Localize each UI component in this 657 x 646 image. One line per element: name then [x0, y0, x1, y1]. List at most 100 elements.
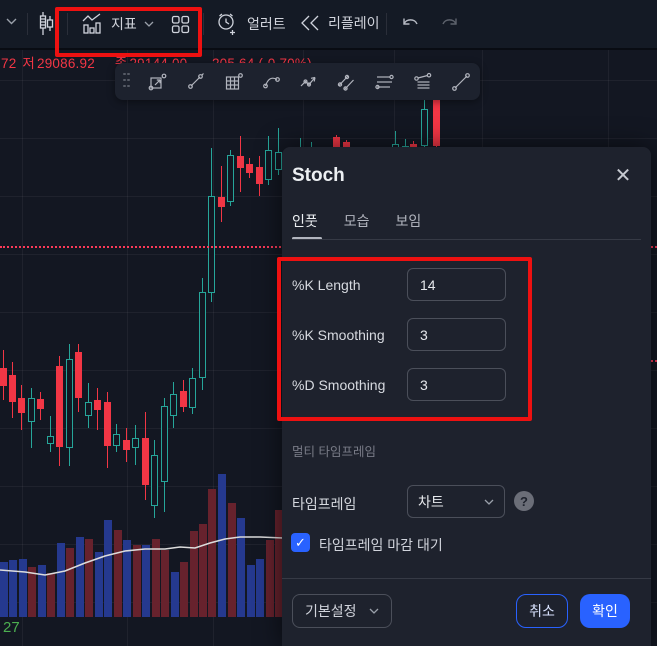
timeframe-value: 차트	[418, 493, 444, 510]
fib-grid-tool-button[interactable]	[215, 63, 253, 100]
info-line-tool-button[interactable]	[177, 63, 215, 100]
dotted-line-fragment	[648, 360, 657, 362]
arc-tool-button[interactable]	[253, 63, 291, 100]
candle-body	[28, 398, 35, 422]
divider	[386, 13, 387, 35]
timeframe-label: 타임프레임	[292, 496, 357, 512]
candle-wick	[221, 166, 222, 222]
volume-bar	[95, 552, 103, 617]
trend-line-tool-button[interactable]	[442, 63, 480, 100]
indicators-button[interactable]: 지표	[80, 12, 154, 36]
candle-body	[180, 391, 187, 407]
short-trend-line-icon	[187, 72, 204, 89]
close-icon[interactable]: ✕	[614, 165, 632, 187]
volume-bar	[161, 550, 169, 617]
candle-body	[151, 455, 158, 506]
k-smoothing-label: %K Smoothing	[292, 327, 385, 343]
pitchfan-tool-button[interactable]	[404, 63, 442, 100]
grid-line-v	[213, 50, 214, 646]
candle-body	[66, 359, 73, 448]
volume-bar	[256, 559, 264, 617]
volume-bar	[247, 565, 255, 617]
candle-body	[123, 440, 130, 450]
volume-bar	[133, 545, 141, 617]
chart-type-candles-button[interactable]	[34, 11, 58, 37]
candle-body	[161, 406, 168, 482]
volume-bar	[9, 560, 17, 617]
candle-body	[113, 434, 120, 446]
volume-bar	[123, 540, 131, 617]
d-smoothing-label: %D Smoothing	[292, 377, 386, 393]
candle-body	[237, 156, 244, 168]
mtf-section-label: 멀티 타임프레임	[292, 445, 376, 459]
redo-icon	[442, 18, 457, 25]
candle-body	[218, 197, 225, 207]
alert-button[interactable]: 얼러트	[214, 11, 286, 37]
cancel-button[interactable]: 취소	[516, 594, 568, 628]
k-length-input[interactable]	[407, 268, 506, 301]
candle-body	[56, 366, 63, 447]
defaults-label: 기본설정	[305, 603, 357, 619]
candle-body	[37, 399, 44, 409]
horizontal-lines-icon	[375, 74, 394, 89]
candle-body	[9, 375, 16, 402]
candle-body	[18, 398, 25, 413]
indicator-templates-button[interactable]	[170, 14, 191, 35]
k-smoothing-input[interactable]	[407, 318, 506, 351]
parallel-lines-icon	[338, 74, 355, 91]
confirm-button[interactable]: 확인	[580, 594, 630, 628]
candle-body	[421, 109, 428, 146]
wait-for-close-checkbox[interactable]: ✓	[291, 533, 310, 552]
tab-visibility[interactable]: 보임	[395, 213, 422, 229]
volume-bar	[228, 503, 236, 617]
volume-bar	[85, 539, 93, 617]
replay-label: 리플레이	[328, 15, 380, 31]
undo-button[interactable]	[400, 15, 422, 31]
volume-bar	[171, 572, 179, 617]
zigzag-arrow-icon	[301, 76, 317, 87]
candle-body	[132, 438, 139, 448]
candle-body	[47, 436, 54, 444]
drag-handle[interactable]	[123, 72, 135, 91]
volume-bar	[208, 489, 216, 617]
redo-button[interactable]	[438, 15, 460, 31]
dialog-title: Stoch	[292, 165, 345, 186]
k-length-label: %K Length	[292, 277, 361, 293]
timeframe-select[interactable]: 차트	[407, 485, 505, 518]
divider	[27, 13, 28, 35]
candle-body	[94, 400, 101, 410]
anchored-text-tool-button[interactable]	[139, 63, 177, 100]
d-smoothing-input[interactable]	[407, 368, 506, 401]
volume-bar	[104, 520, 112, 617]
alert-label: 얼러트	[247, 16, 286, 32]
chevron-down-icon[interactable]	[6, 18, 17, 25]
parallel-channel-tool-button[interactable]	[328, 63, 366, 100]
replay-button[interactable]: 리플레이	[299, 13, 380, 33]
volume-bar	[47, 573, 55, 617]
divider	[203, 13, 204, 35]
volume-bar	[114, 530, 122, 617]
volume-bar	[142, 545, 150, 617]
chevron-down-icon	[484, 499, 494, 505]
low-value: 29086.92	[37, 56, 95, 71]
volume-bar	[28, 567, 36, 617]
defaults-button[interactable]: 기본설정	[292, 594, 392, 628]
polyline-tool-button[interactable]	[291, 63, 329, 100]
grid-icon	[225, 72, 243, 90]
active-tab-underline	[292, 237, 322, 240]
grid-line-h	[0, 138, 657, 139]
trend-line-icon	[452, 72, 470, 91]
help-icon[interactable]: ?	[514, 491, 534, 511]
grid-line-v	[127, 50, 128, 646]
floating-drawing-toolbar	[115, 63, 480, 100]
candle-wick	[50, 416, 51, 452]
tab-inputs[interactable]: 인풋	[292, 213, 318, 229]
horizontal-lines-tool-button[interactable]	[366, 63, 404, 100]
alarm-clock-plus-icon	[218, 13, 235, 35]
stoch-settings-dialog: Stoch ✕ 인풋 모습 보임 %K Length %K Smoothing …	[282, 147, 651, 646]
candle-body	[199, 292, 206, 378]
tab-style[interactable]: 모습	[343, 213, 370, 229]
tabs-divider	[292, 239, 641, 240]
candle-body	[208, 196, 215, 293]
